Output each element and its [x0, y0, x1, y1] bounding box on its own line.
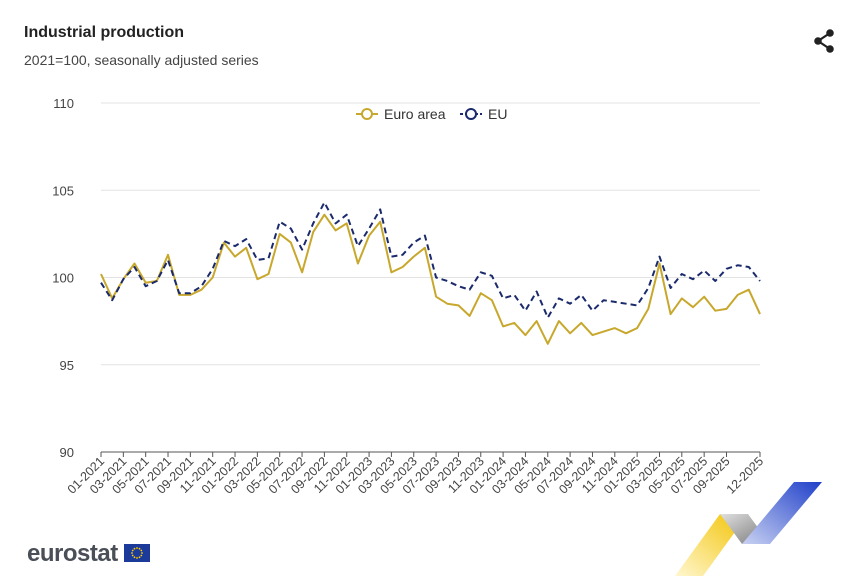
decorative-corner-graphic: [670, 478, 830, 583]
legend-label: Euro area: [384, 106, 446, 122]
y-tick-label: 100: [52, 271, 74, 286]
legend-eu: EU: [460, 106, 507, 122]
chart-title: Industrial production: [24, 24, 184, 41]
x-axis: 01-202103-202105-202107-202109-202111-20…: [65, 451, 766, 497]
y-tick-label: 105: [52, 183, 74, 198]
grid-lines: [101, 102, 760, 366]
chart-subtitle: 2021=100, seasonally adjusted series: [24, 52, 259, 68]
legend-symbol-marker: [361, 108, 373, 120]
series-line-eu: [100, 201, 761, 319]
legend-symbol-marker: [465, 108, 477, 120]
legend-euro-area: Euro area: [356, 106, 446, 122]
y-axis-tick-labels: 90 95 100 105 110: [52, 96, 74, 460]
y-tick-label: 95: [60, 358, 74, 373]
series-lines: [100, 201, 761, 345]
y-tick-label: 110: [53, 96, 74, 111]
share-icon[interactable]: [811, 28, 837, 54]
legend: Euro area EU: [356, 106, 507, 122]
eurostat-logo: eurostat: [27, 540, 118, 567]
eu-flag-icon: [124, 544, 150, 562]
series-line-euro-area: [100, 213, 761, 345]
y-tick-label: 90: [60, 445, 74, 460]
legend-label: EU: [488, 106, 507, 122]
